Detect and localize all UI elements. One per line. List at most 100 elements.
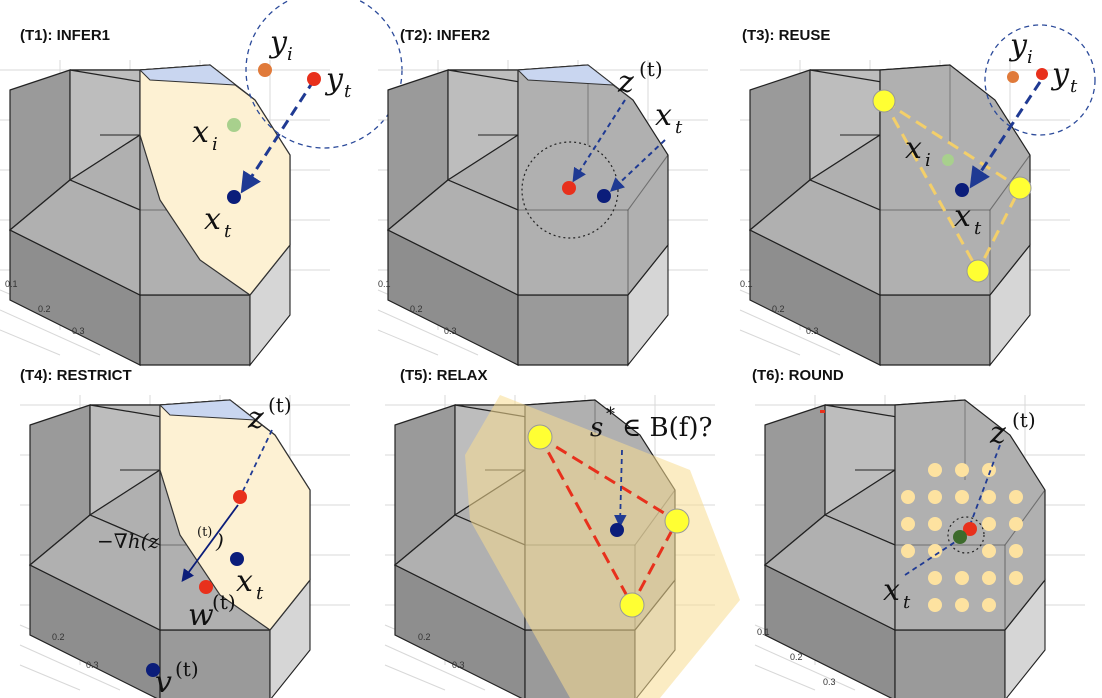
relax-triangle bbox=[535, 432, 679, 609]
panel-t5: (T5): RELAX s * ∈ B(f)? 0.2 0.3 bbox=[384, 367, 740, 698]
panel-t1-title: (T1): INFER1 bbox=[20, 27, 110, 44]
tick-label: 0.3 bbox=[823, 677, 836, 687]
top-face-blue bbox=[158, 399, 276, 436]
projection-circle bbox=[984, 24, 1096, 136]
label-y: y bbox=[1008, 28, 1028, 63]
label-x: x bbox=[883, 573, 900, 608]
panel-t6-plot bbox=[754, 394, 1086, 698]
point-z bbox=[963, 522, 977, 536]
rounding-grid bbox=[901, 463, 1023, 612]
label-subscript: t bbox=[675, 117, 683, 138]
panel-t6: (T6): ROUND z (t) x t 0.1 0.2 0.3 bbox=[752, 367, 1086, 698]
panel-t3-plot bbox=[739, 59, 1071, 366]
panel-t6-title: (T6): ROUND bbox=[752, 367, 844, 384]
label-subscript: t bbox=[974, 218, 982, 239]
label-x: x bbox=[905, 131, 922, 166]
panel-t5-title: (T5): RELAX bbox=[400, 367, 488, 384]
tick-label: 0.1 bbox=[740, 279, 753, 289]
point-yt bbox=[307, 72, 321, 86]
label-v: v bbox=[155, 665, 172, 698]
label-z: z bbox=[247, 401, 264, 436]
tick-label: 0.1 bbox=[757, 627, 770, 637]
label-x: x bbox=[954, 199, 971, 234]
panel-t4-plot bbox=[19, 394, 351, 698]
tick-label: 0.3 bbox=[72, 326, 85, 336]
tick-label: 0.2 bbox=[38, 304, 51, 314]
gradient-arrow bbox=[181, 504, 239, 583]
label-s: s bbox=[590, 413, 603, 443]
point-s bbox=[610, 523, 624, 537]
tick-label: 0.2 bbox=[772, 304, 785, 314]
point-yi bbox=[258, 63, 272, 77]
point-v bbox=[146, 663, 160, 677]
point-xt bbox=[227, 190, 241, 204]
vertex-point bbox=[1008, 176, 1032, 200]
label-superscript: (t) bbox=[639, 57, 663, 81]
panel-t1: (T1): INFER1 y i y t x i x t 0.1 0.2 0.3 bbox=[0, 0, 403, 366]
x-pointer bbox=[904, 539, 959, 576]
label-superscript: (t) bbox=[175, 657, 199, 681]
arrow-z bbox=[572, 99, 626, 183]
point-xi bbox=[227, 118, 241, 132]
label-subscript: i bbox=[925, 150, 931, 171]
label-y: y bbox=[324, 62, 344, 97]
projection-arrow bbox=[969, 81, 1042, 189]
label-z: z bbox=[617, 65, 634, 100]
point-xt bbox=[597, 189, 611, 203]
point-w bbox=[199, 580, 213, 594]
label-gradient: −∇h(z bbox=[97, 529, 159, 553]
tick-label: 0.2 bbox=[52, 632, 65, 642]
label-superscript: (t) bbox=[197, 525, 212, 540]
label-subscript: t bbox=[1070, 76, 1078, 97]
point-xt bbox=[953, 530, 967, 544]
point-z bbox=[233, 490, 247, 504]
point-z bbox=[562, 181, 576, 195]
label-superscript: (t) bbox=[212, 590, 236, 614]
label-subscript: t bbox=[224, 221, 232, 242]
label-subscript: i bbox=[1027, 47, 1033, 68]
label-x: x bbox=[236, 564, 253, 599]
vertex-point bbox=[872, 89, 896, 113]
label-x: x bbox=[655, 98, 672, 133]
tick-label: 0.1 bbox=[378, 279, 391, 289]
panel-t4: (T4): RESTRICT z (t) −∇h(z (t) ) x t w (… bbox=[19, 367, 351, 698]
label-superscript: (t) bbox=[268, 393, 292, 417]
panel-t2-plot bbox=[377, 59, 709, 366]
query-arrow bbox=[613, 449, 627, 528]
tick-label: 0.2 bbox=[418, 632, 431, 642]
red-mark bbox=[820, 410, 825, 413]
tick-label: 0.3 bbox=[806, 326, 819, 336]
label-paren: ) bbox=[215, 529, 224, 553]
panel-t2-title: (T2): INFER2 bbox=[400, 27, 490, 44]
label-superscript: (t) bbox=[1012, 408, 1036, 432]
point-xt bbox=[230, 552, 244, 566]
relax-region bbox=[465, 395, 740, 698]
tick-label: 0.2 bbox=[790, 652, 803, 662]
panel-t4-title: (T4): RESTRICT bbox=[20, 367, 132, 384]
projection-arrow bbox=[240, 79, 316, 194]
label-x: x bbox=[204, 202, 221, 237]
label-subscript: t bbox=[344, 81, 352, 102]
label-y: y bbox=[268, 25, 288, 60]
tick-label: 0.3 bbox=[452, 660, 465, 670]
label-subscript: t bbox=[256, 583, 264, 604]
z-pointer bbox=[241, 429, 273, 494]
panel-t2: (T2): INFER2 z (t) x t 0.1 0.2 0.3 bbox=[377, 27, 709, 366]
vertex-point bbox=[966, 259, 990, 283]
label-subscript: i bbox=[212, 134, 218, 155]
label-membership: ∈ B(f)? bbox=[622, 413, 712, 443]
label-subscript: i bbox=[287, 44, 293, 65]
panel-t3: (T3): REUSE y i y t x i x t 0.1 0.2 0.3 bbox=[739, 24, 1096, 366]
label-w: w bbox=[188, 598, 214, 633]
panel-t1-plot bbox=[0, 59, 331, 366]
vertex-point bbox=[619, 592, 645, 618]
panel-t3-title: (T3): REUSE bbox=[742, 27, 830, 44]
label-z: z bbox=[989, 416, 1006, 451]
point-xt bbox=[955, 183, 969, 197]
tick-label: 0.3 bbox=[444, 326, 457, 336]
tick-label: 0.3 bbox=[86, 660, 99, 670]
label-x: x bbox=[192, 115, 209, 150]
tick-label: 0.2 bbox=[410, 304, 423, 314]
tick-label: 0.1 bbox=[5, 279, 18, 289]
